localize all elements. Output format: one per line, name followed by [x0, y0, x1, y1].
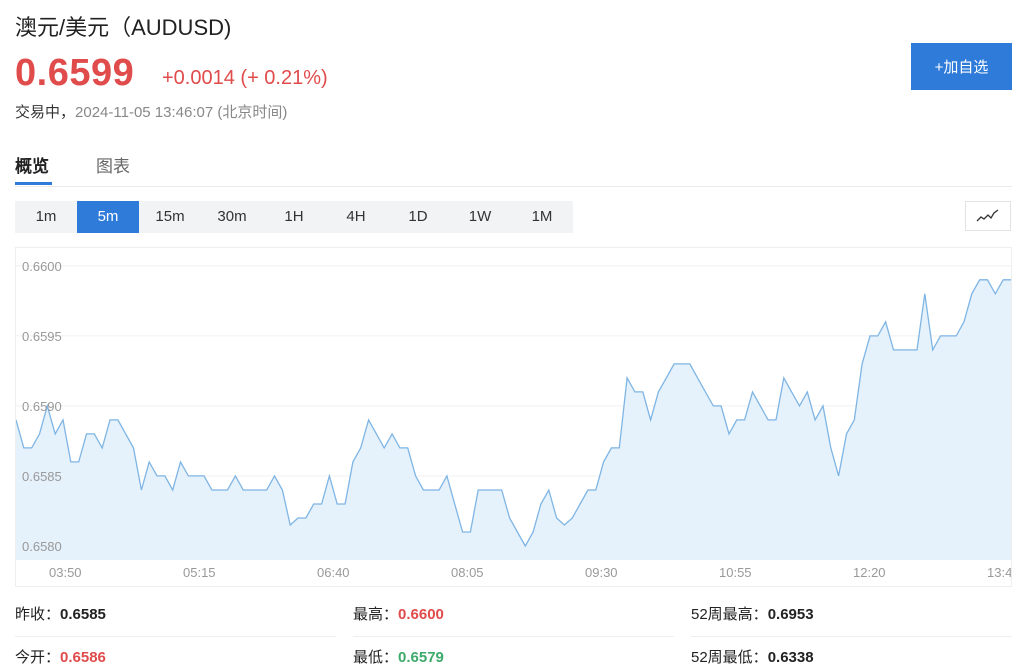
interval-1h[interactable]: 1H: [284, 208, 304, 225]
x-tick-label: 09:30: [585, 565, 618, 580]
stat-low-label: 最低：: [353, 649, 399, 666]
y-tick-label: 0.6585: [22, 469, 62, 484]
x-tick-label: 06:40: [317, 565, 350, 580]
price-chart-svg: 0.6600 0.6595 0.6590 0.6585 0.6580 03:50 05:15…: [15, 259, 1012, 580]
y-tick-label: 0.6580: [22, 539, 62, 554]
series-area: [16, 279, 1011, 560]
line-chart-icon: [976, 209, 999, 222]
divider: [15, 636, 336, 637]
x-tick-label: 13:4: [987, 565, 1011, 580]
instrument-title: 澳元/美元（AUDUSD): [15, 15, 232, 40]
stat-open-value: 0.6586: [60, 649, 106, 666]
timestamp: 2024-11-05 13:46:07 (北京时间): [75, 104, 288, 121]
stat-prev-close-label: 昨收：: [15, 606, 61, 623]
stat-high: 最高：0.6600: [353, 603, 444, 624]
x-tick-label: 10:55: [719, 565, 752, 580]
trade-status: 交易中，2024-11-05 13:46:07 (北京时间): [15, 101, 287, 122]
stat-prev-close-value: 0.6585: [60, 606, 106, 623]
current-price: 0.6599: [15, 52, 135, 94]
stat-52w-low-label: 52周最低：: [691, 649, 768, 666]
interval-1mo[interactable]: 1M: [531, 208, 553, 225]
interval-30m[interactable]: 30m: [217, 208, 247, 225]
y-tick-label: 0.6595: [22, 329, 62, 344]
stats-row-2: 今开：0.6586 最低：0.6579 52周最低：0.6338: [15, 642, 1012, 672]
interval-4h[interactable]: 4H: [346, 208, 366, 225]
x-tick-label: 08:05: [451, 565, 484, 580]
stat-52w-low-value: 0.6338: [767, 649, 814, 666]
stat-high-value: 0.6600: [398, 606, 444, 623]
divider: [353, 636, 674, 637]
tab-chart[interactable]: 图表: [96, 157, 130, 176]
price-change: +0.0014 (+ 0.21%): [162, 67, 328, 89]
stat-open-label: 今开：: [15, 649, 61, 666]
stats-row-1: 昨收：0.6585 最高：0.6600 52周最高：0.6953: [15, 599, 1012, 629]
interval-1d[interactable]: 1D: [408, 208, 428, 225]
stat-open: 今开：0.6586: [15, 646, 106, 667]
x-tick-label: 12:20: [853, 565, 886, 580]
interval-1m[interactable]: 1m: [35, 208, 57, 225]
stat-52w-high-label: 52周最高：: [691, 606, 768, 623]
stat-low-value: 0.6579: [398, 649, 444, 666]
x-tick-label: 05:15: [183, 565, 216, 580]
y-tick-label: 0.6590: [22, 399, 62, 414]
stat-52w-low: 52周最低：0.6338: [691, 646, 814, 667]
add-watchlist-button[interactable]: +加自选: [911, 43, 1012, 90]
y-tick-label: 0.6600: [22, 259, 62, 274]
stat-52w-high-value: 0.6953: [767, 606, 814, 623]
stat-low: 最低：0.6579: [353, 646, 444, 667]
tab-overview[interactable]: 概览: [15, 157, 49, 176]
x-tick-label: 03:50: [49, 565, 82, 580]
active-tab-indicator: [15, 182, 52, 185]
tab-bar: 概览 图表: [15, 150, 1012, 187]
divider: [691, 636, 1012, 637]
price-chart: 0.6600 0.6595 0.6590 0.6585 0.6580 03:50 05:15…: [15, 247, 1012, 587]
trading-status-label: 交易中，: [15, 104, 76, 121]
chart-type-button[interactable]: [965, 201, 1011, 231]
interval-1w[interactable]: 1W: [468, 208, 492, 225]
stat-high-label: 最高：: [353, 606, 399, 623]
stat-52w-high: 52周最高：0.6953: [691, 603, 814, 624]
series-line: [15, 279, 1011, 548]
interval-selector: 1m 5m 15m 30m 1H 4H 1D 1W 1M: [15, 201, 573, 233]
interval-5m[interactable]: 5m: [77, 201, 139, 233]
stat-prev-close: 昨收：0.6585: [15, 603, 106, 624]
interval-15m[interactable]: 15m: [155, 208, 185, 225]
